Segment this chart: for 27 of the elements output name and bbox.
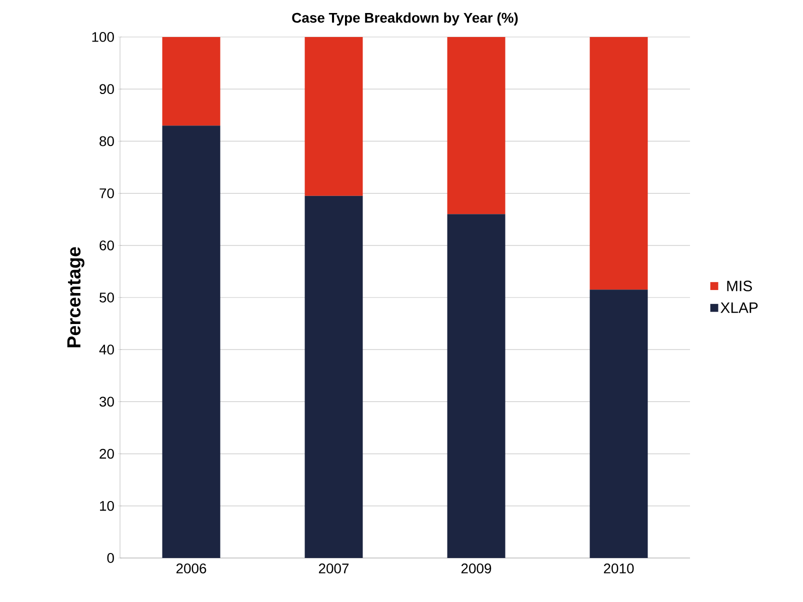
y-tick-label: 30 bbox=[100, 396, 114, 407]
y-tick-label: 80 bbox=[100, 136, 114, 146]
y-tick-label: 10 bbox=[100, 500, 114, 511]
chart-title: Case Type Breakdown by Year (%) bbox=[292, 12, 518, 26]
bar bbox=[590, 290, 648, 558]
y-tick-label: 90 bbox=[100, 84, 114, 94]
bar bbox=[304, 36, 363, 196]
y-tick-label: 70 bbox=[100, 188, 114, 198]
bar bbox=[447, 214, 506, 558]
y-tick-label: 100 bbox=[92, 32, 114, 42]
bar bbox=[447, 36, 506, 214]
legend-label: MIS bbox=[727, 280, 752, 292]
y-tick-label: 60 bbox=[100, 240, 114, 250]
y-axis-title: Percentage bbox=[67, 247, 84, 348]
x-tick-label: 2007 bbox=[318, 564, 349, 574]
x-tick-label: 2006 bbox=[176, 564, 206, 574]
bar bbox=[162, 36, 220, 126]
legend-label: XLAP bbox=[720, 302, 758, 313]
x-tick-label: 2010 bbox=[604, 564, 634, 574]
y-tick-label: 0 bbox=[107, 553, 114, 563]
y-tick-label: 50 bbox=[100, 292, 114, 302]
bar bbox=[304, 196, 363, 558]
y-tick-label: 40 bbox=[99, 344, 114, 355]
y-tick-label: 20 bbox=[100, 448, 114, 459]
x-tick-label: 2009 bbox=[461, 564, 492, 574]
bar bbox=[590, 36, 648, 290]
bar bbox=[162, 126, 220, 558]
